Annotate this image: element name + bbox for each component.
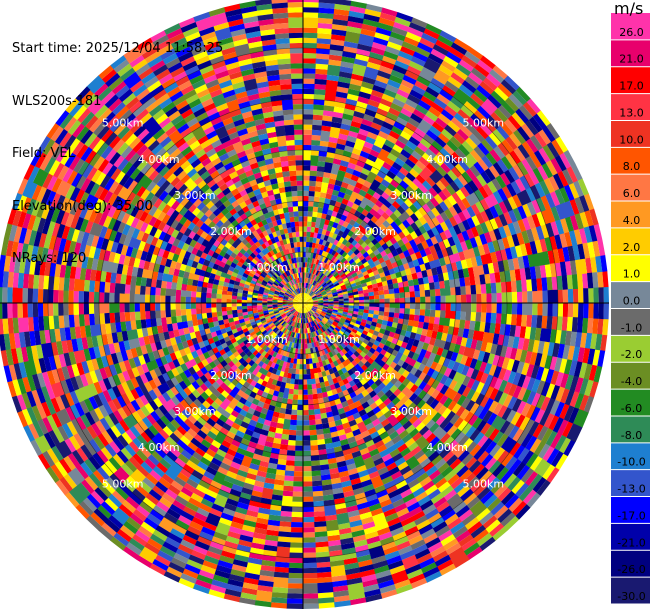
elevation-label: Elevation(deg): 35.00	[12, 198, 153, 214]
colorbar-segment	[611, 442, 650, 470]
colorbar-tick-label: 17.0	[619, 80, 644, 93]
gate-group	[7, 0, 594, 603]
colorbar-segment	[611, 362, 650, 390]
colorbar-segment	[611, 308, 650, 336]
gate-group	[0, 7, 608, 603]
range-ring-label: 5.00km	[463, 477, 505, 490]
colorbar-segment	[611, 335, 650, 363]
colorbar-segment	[611, 93, 650, 121]
colorbar-segment	[611, 281, 650, 309]
range-ring-label: 3.00km	[390, 405, 432, 418]
colorbar-segment	[611, 39, 650, 68]
colorbar-segment	[611, 201, 650, 229]
range-ring	[149, 149, 457, 457]
colorbar-tick-label: 0.0	[623, 295, 641, 308]
range-ring	[200, 200, 406, 406]
nrays-label: NRays: 120	[12, 251, 87, 266]
colorbar-tick-label: 13.0	[619, 106, 644, 119]
range-ring-label: 2.00km	[210, 369, 252, 382]
colorbar-segment	[611, 550, 650, 578]
colorbar-tick-label: 2.0	[623, 241, 641, 254]
range-ring	[47, 47, 559, 559]
colorbar-segment	[611, 13, 650, 41]
colorbar-segment	[611, 66, 650, 94]
colorbar-segment	[611, 254, 650, 282]
colorbar-tick-label: -26.0	[617, 563, 645, 576]
range-ring-label: 2.00km	[210, 225, 252, 238]
polar-grid	[0, 0, 609, 609]
colorbar-segment	[611, 523, 650, 551]
colorbar-tick-label: -13.0	[617, 483, 645, 496]
colorbar-tick-label: 8.0	[623, 160, 641, 173]
colorbar: 26.0 21.0 17.0 13.0 10.0 8.0 6.0 4.0 2.0 1.0 0.0 -1…	[611, 13, 650, 605]
scan-info: Start time: 2025/12/04 11:58:25 WLS200s-…	[12, 5, 223, 285]
field-label: Field: VEL	[12, 146, 75, 161]
range-ring-label: 3.00km	[390, 189, 432, 202]
colorbar-tick-label: 6.0	[623, 187, 641, 200]
start-time-label: Start time: 2025/12/04 11:58:25	[12, 41, 224, 56]
range-ring	[251, 251, 355, 355]
range-ring-label: 1.00km	[318, 261, 360, 274]
range-ring-label: 5.00km	[102, 477, 144, 490]
colorbar-tick-label: -21.0	[617, 536, 645, 549]
colorbar-segment	[611, 174, 650, 202]
gate-group	[3, 2, 604, 603]
range-ring-label: 1.00km	[246, 261, 288, 274]
range-ring-label: 1.00km	[318, 333, 360, 346]
range-ring-label: 5.00km	[463, 117, 505, 130]
colorbar-tick-label: 4.0	[623, 214, 641, 227]
colorbar-tick-label: -17.0	[617, 509, 645, 522]
range-ring-label: 3.00km	[174, 405, 216, 418]
colorbar-tick-label: -4.0	[621, 375, 642, 388]
colorbar-segment	[611, 415, 650, 444]
colorbar-segment	[611, 227, 650, 256]
range-ring-label: 4.00km	[138, 441, 180, 454]
range-ring-label: 1.00km	[246, 333, 288, 346]
colorbar-segment	[611, 389, 650, 417]
colorbar-tick-label: -10.0	[617, 456, 645, 469]
colorbar-tick-label: -2.0	[621, 348, 642, 361]
range-ring-label: 4.00km	[138, 153, 180, 166]
range-ring-label: 3.00km	[174, 189, 216, 202]
colorbar-tick-label: -6.0	[621, 402, 642, 415]
range-ring-label: 2.00km	[354, 369, 396, 382]
colorbar-tick-label: -30.0	[617, 590, 645, 603]
colorbar-tick-label: -8.0	[621, 429, 642, 442]
range-ring	[98, 98, 508, 508]
colorbar-segment	[611, 147, 650, 175]
colorbar-tick-label: 1.0	[623, 268, 641, 281]
colorbar-segment	[611, 469, 650, 497]
colorbar-tick-label: -1.0	[621, 321, 642, 334]
range-ring-label: 2.00km	[354, 225, 396, 238]
range-ring-label: 4.00km	[426, 153, 468, 166]
gate-group	[12, 2, 601, 609]
instrument-label: WLS200s-181	[12, 93, 102, 109]
colorbar-segment	[611, 577, 650, 605]
range-ring-label: 4.00km	[426, 441, 468, 454]
colorbar-segment	[611, 496, 650, 524]
range-ring-label: 5.00km	[102, 117, 144, 130]
colorbar-segment	[611, 120, 650, 148]
gate-group	[7, 0, 606, 594]
gate-group	[0, 0, 603, 608]
gate-group	[11, 0, 604, 609]
colorbar-tick-label: 26.0	[619, 26, 644, 39]
colorbar-tick-label: 10.0	[619, 133, 644, 146]
colorbar-title: m/s	[614, 0, 644, 18]
colorbar-tick-label: 21.0	[619, 53, 644, 66]
gate-group	[37, 12, 595, 606]
range-ring-labels: 1.00km 1.00km 1.00km 1.00km 2.00km 2.00km 2.00…	[102, 117, 504, 491]
